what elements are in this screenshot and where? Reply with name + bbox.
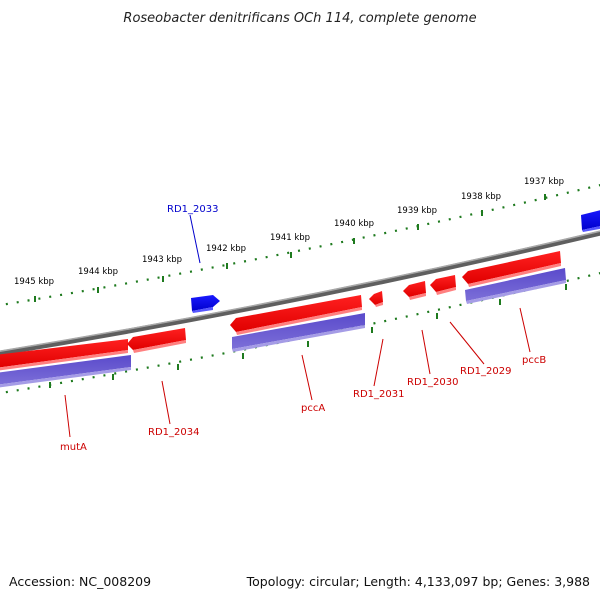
tick-label-1944: 1944 kbp [78, 267, 118, 277]
tick-label-1937: 1937 kbp [524, 177, 564, 187]
gene-label-rd1-2030[interactable]: RD1_2030 [407, 377, 458, 388]
gene-rd1-2034-arrow[interactable] [127, 328, 186, 353]
gene-rd1-2030-arrow[interactable] [403, 281, 426, 300]
gene-rd1-2033-arrow[interactable] [191, 295, 220, 313]
cds-features [0, 268, 566, 388]
cds-pccA[interactable] [232, 313, 365, 352]
outer-strand-features [191, 209, 600, 313]
gene-label-mutA[interactable]: mutA [60, 442, 87, 453]
tick-label-1943: 1943 kbp [142, 255, 182, 265]
genome-backbone [0, 230, 600, 356]
gene-label-pccB[interactable]: pccB [522, 355, 546, 366]
tick-label-1945: 1945 kbp [14, 277, 54, 287]
gene-label-rd1-2034[interactable]: RD1_2034 [148, 427, 199, 438]
tick-label-1938: 1938 kbp [461, 192, 501, 202]
gene-label-rd1-2029[interactable]: RD1_2029 [460, 366, 511, 377]
cds-pccB[interactable] [465, 268, 566, 304]
tick-label-1940: 1940 kbp [334, 219, 374, 229]
scale-labels: 1945 kbp 1944 kbp 1943 kbp 1942 kbp 1941… [14, 177, 564, 287]
label-leader-lines [64, 214, 531, 438]
map-title: Roseobacter denitrificans OCh 114, compl… [123, 11, 476, 26]
gene-rd1-2029-arrow[interactable] [430, 275, 456, 295]
gene-pccA-arrow[interactable] [230, 295, 362, 335]
cds-mutA[interactable] [0, 355, 131, 388]
gene-label-rd1-2031[interactable]: RD1_2031 [353, 389, 404, 400]
tick-label-1941: 1941 kbp [270, 233, 310, 243]
tick-label-1939: 1939 kbp [397, 206, 437, 216]
gene-label-rd1-2033[interactable]: RD1_2033 [167, 204, 218, 215]
gene-offscreen-right-arrow[interactable] [581, 209, 600, 232]
inner-major-ticks [49, 284, 567, 388]
gene-rd1-2031-arrow[interactable] [369, 291, 383, 307]
gene-pccB-arrow[interactable] [462, 251, 561, 287]
tick-label-1942: 1942 kbp [206, 244, 246, 254]
gene-labels: RD1_2033 mutA RD1_2034 pccA RD1_2031 RD1… [60, 204, 546, 453]
topology-text: Topology: circular; Length: 4,133,097 bp… [246, 574, 590, 589]
inner-strand-genes [0, 251, 561, 371]
gene-label-pccA[interactable]: pccA [301, 403, 325, 414]
gene-mutA-arrow[interactable] [0, 339, 128, 371]
accession-text: Accession: NC_008209 [9, 574, 151, 589]
outer-major-ticks [34, 194, 546, 302]
